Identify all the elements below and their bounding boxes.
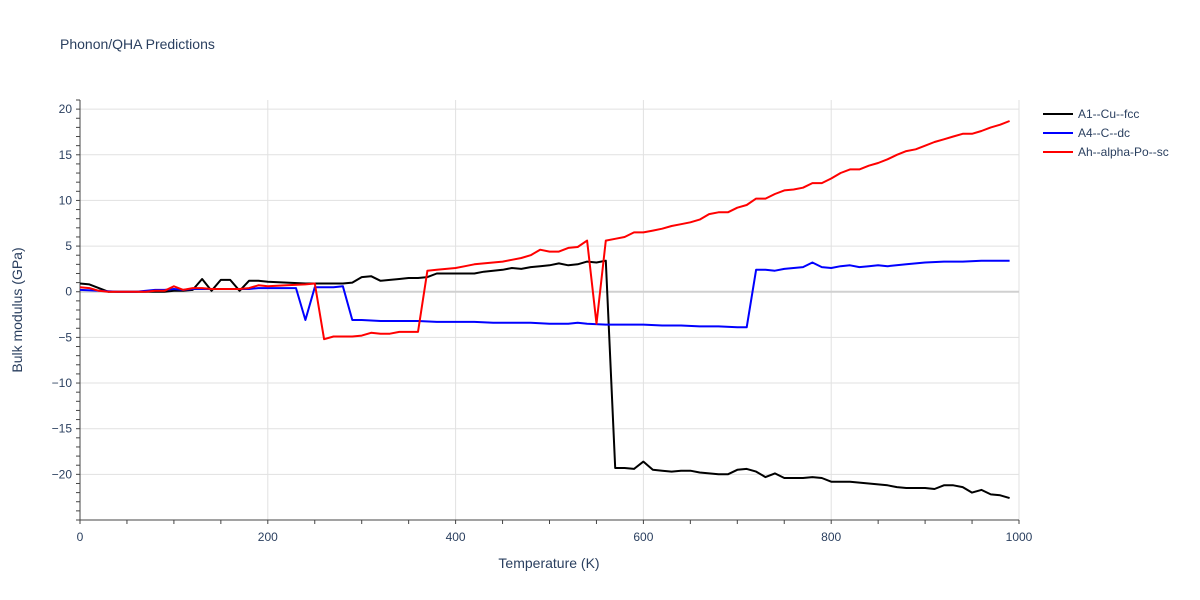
x-tick-label: 400 [446,530,466,544]
series-line-A4--C--dc[interactable] [79,259,1010,329]
x-tick-label: 600 [633,530,653,544]
legend-item[interactable]: A1--Cu--fcc [1043,107,1139,121]
y-tick-label: −20 [52,467,73,481]
x-tick-label: 0 [77,530,84,544]
y-tick-label: −15 [52,422,73,436]
legend-label: Ah--alpha-Po--sc [1078,145,1169,159]
y-tick-label: 0 [65,285,72,299]
legend-label: A4--C--dc [1078,126,1130,140]
x-tick-label: 1000 [1006,530,1033,544]
y-tick-label: −10 [52,376,73,390]
y-tick-label: 15 [59,148,73,162]
y-tick-label: −5 [58,330,72,344]
y-tick-label: 5 [65,239,72,253]
plot-area[interactable] [79,120,1010,500]
series-line-Ah--alpha-Po--sc[interactable] [79,120,1010,341]
legend-label: A1--Cu--fcc [1078,107,1139,121]
legend-item[interactable]: Ah--alpha-Po--sc [1043,145,1169,159]
y-tick-label: 10 [59,193,73,207]
x-tick-label: 200 [258,530,278,544]
series-line-A1--Cu--fcc[interactable] [79,259,1010,500]
chart-title: Phonon/QHA Predictions [60,36,215,52]
axes: 0 200 400 600 800 1000 −20 −15 −10 −5 0 5 10 15 20 [52,99,1033,544]
legend[interactable]: A1--Cu--fcc A4--C--dc Ah--alpha-Po--sc [1043,107,1169,159]
legend-item[interactable]: A4--C--dc [1043,126,1130,140]
y-tick-label: 20 [59,102,73,116]
gridlines [80,100,1020,520]
x-axis-label: Temperature (K) [498,555,599,571]
x-tick-label: 800 [821,530,841,544]
y-axis-label: Bulk modulus (GPa) [9,247,25,372]
